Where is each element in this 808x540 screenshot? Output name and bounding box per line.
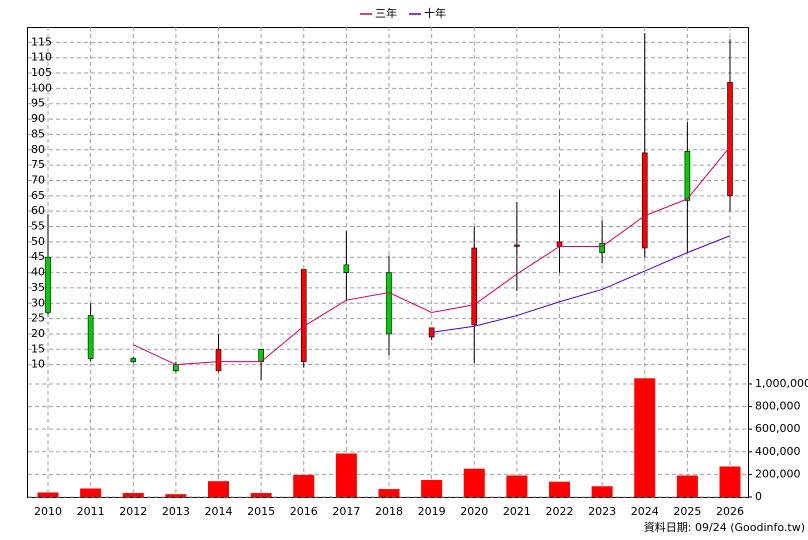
y-tick-label: 50 bbox=[31, 235, 45, 248]
x-tick-label: 2025 bbox=[673, 505, 701, 518]
volume-bar bbox=[634, 378, 656, 497]
y-tick-label: 20 bbox=[31, 327, 45, 340]
candle-body bbox=[343, 264, 350, 273]
x-tick-label: 2010 bbox=[34, 505, 62, 518]
x-tick-label: 2012 bbox=[119, 505, 147, 518]
volume-bar bbox=[250, 493, 272, 497]
x-tick-label: 2021 bbox=[503, 505, 531, 518]
y-tick-label: 115 bbox=[31, 35, 52, 48]
x-tick-label: 2026 bbox=[716, 505, 744, 518]
y-tick-label: 55 bbox=[31, 220, 45, 233]
legend-label: 十年 bbox=[424, 6, 446, 20]
y2-tick-label: 0 bbox=[755, 490, 762, 503]
legend-label: 三年 bbox=[375, 6, 397, 20]
candle-body bbox=[556, 241, 563, 247]
y-tick-label: 35 bbox=[31, 281, 45, 294]
y-tick-label: 25 bbox=[31, 312, 45, 325]
x-tick-label: 2022 bbox=[546, 505, 574, 518]
candle-body bbox=[641, 152, 648, 249]
candle-body bbox=[599, 243, 605, 253]
x-tick-label: 2024 bbox=[631, 505, 659, 518]
volume-bar bbox=[165, 494, 187, 497]
y-tick-label: 70 bbox=[31, 173, 45, 186]
y-tick-label: 75 bbox=[31, 158, 45, 171]
x-tick-label: 2011 bbox=[77, 505, 105, 518]
x-tick-label: 2014 bbox=[205, 505, 233, 518]
y-tick-label: 100 bbox=[31, 81, 52, 94]
candle-body bbox=[514, 244, 520, 247]
y-tick-label: 30 bbox=[31, 296, 45, 309]
y-tick-label: 110 bbox=[31, 51, 52, 64]
volume-bar bbox=[335, 453, 357, 497]
x-tick-label: 2013 bbox=[162, 505, 190, 518]
candle-body bbox=[684, 151, 691, 201]
volume-bar bbox=[463, 468, 485, 497]
volume-bar bbox=[591, 486, 613, 497]
ma-line bbox=[133, 146, 731, 366]
x-tick-label: 2015 bbox=[247, 505, 275, 518]
y-tick-label: 80 bbox=[31, 143, 45, 156]
y2-tick-label: 1,000,000 bbox=[755, 377, 808, 390]
volume-bar bbox=[378, 489, 400, 497]
y-tick-label: 60 bbox=[31, 204, 45, 217]
candle-body bbox=[215, 349, 222, 372]
volume-bar bbox=[37, 492, 59, 497]
candle-body bbox=[130, 358, 137, 362]
candle-body bbox=[87, 315, 94, 359]
ma-line bbox=[431, 235, 731, 333]
y-tick-label: 105 bbox=[31, 66, 52, 79]
candle-body bbox=[471, 247, 478, 326]
y-tick-label: 40 bbox=[31, 266, 45, 279]
volume-bar bbox=[293, 474, 315, 497]
volume-bar bbox=[506, 475, 528, 497]
y-tick-label: 95 bbox=[31, 97, 45, 110]
volume-bar bbox=[80, 488, 102, 497]
candle-body bbox=[300, 269, 307, 362]
y2-tick-label: 600,000 bbox=[755, 422, 801, 435]
y-tick-label: 85 bbox=[31, 127, 45, 140]
volume-bar bbox=[208, 481, 229, 497]
x-tick-label: 2019 bbox=[418, 505, 446, 518]
y-tick-label: 15 bbox=[31, 342, 45, 355]
y-tick-label: 90 bbox=[31, 112, 45, 125]
candle-body bbox=[727, 81, 733, 197]
x-tick-label: 2016 bbox=[290, 505, 318, 518]
x-tick-label: 2020 bbox=[460, 505, 488, 518]
source-note: 資料日期: 09/24 (Goodinfo.tw) bbox=[644, 520, 805, 534]
y-tick-label: 65 bbox=[31, 189, 45, 202]
x-tick-label: 2018 bbox=[375, 505, 403, 518]
candle-body bbox=[173, 364, 179, 372]
y2-tick-label: 800,000 bbox=[755, 400, 801, 413]
y-tick-label: 45 bbox=[31, 250, 45, 263]
x-tick-label: 2017 bbox=[332, 505, 360, 518]
volume-bar bbox=[676, 475, 698, 497]
volume-bar bbox=[122, 493, 144, 497]
y-tick-label: 10 bbox=[31, 358, 45, 371]
volume-bar bbox=[549, 481, 570, 497]
candle-body bbox=[45, 256, 51, 313]
candle-body bbox=[386, 272, 392, 335]
y2-tick-label: 200,000 bbox=[755, 467, 801, 480]
x-tick-label: 2023 bbox=[588, 505, 616, 518]
y2-tick-label: 400,000 bbox=[755, 445, 801, 458]
volume-bar bbox=[719, 466, 741, 497]
volume-bar bbox=[421, 480, 443, 497]
